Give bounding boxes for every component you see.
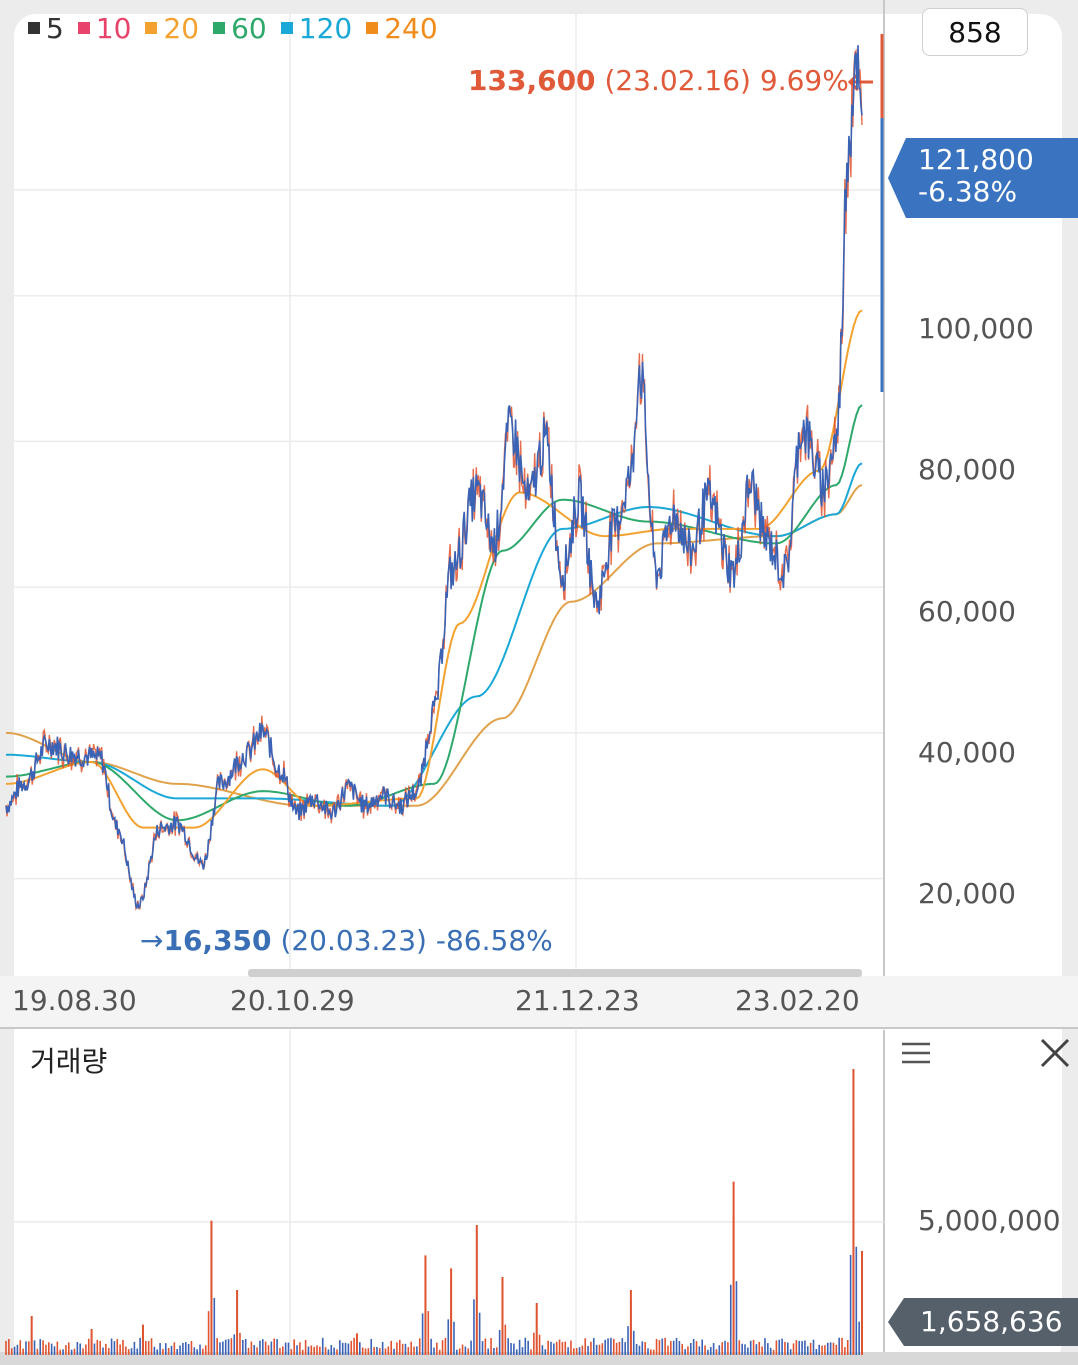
legend-label: 240 xyxy=(384,11,438,45)
ma20-line xyxy=(5,309,863,829)
legend-swatch xyxy=(213,22,226,34)
x-tick-label: 20.10.29 xyxy=(230,984,355,1017)
volume-current-value: 1,658,636 xyxy=(920,1305,1063,1338)
volume-axis-label: 5,000,000 xyxy=(918,1204,1061,1237)
legend-item-ma20[interactable]: 20 xyxy=(145,12,199,45)
legend-item-ma120[interactable]: 120 xyxy=(280,11,353,45)
low-marker-value: 16,350 xyxy=(163,924,272,957)
ma60-line xyxy=(5,404,863,822)
count-badge-value: 858 xyxy=(948,15,1002,49)
volume-current-tag: 1,658,636 xyxy=(888,1298,1078,1346)
x-tick-label: 21.12.23 xyxy=(515,984,640,1017)
legend-item-ma60[interactable]: 60 xyxy=(213,12,267,45)
x-tick-label: 19.08.30 xyxy=(12,984,137,1017)
legend-item-ma240[interactable]: 240 xyxy=(366,11,438,45)
low-marker-date: (20.03.23) xyxy=(280,924,427,957)
high-marker-date: (23.02.16) xyxy=(604,64,751,97)
low-marker-pct: -86.58% xyxy=(435,924,553,957)
current-price-value: 121,800 xyxy=(918,143,1034,176)
x-tick-label: 23.02.20 xyxy=(735,984,860,1017)
high-marker-label: 133,600 (23.02.16) 9.69% xyxy=(468,64,849,97)
price-line-down xyxy=(5,45,863,910)
legend-label: 120 xyxy=(298,11,353,45)
volume-title: 거래량 xyxy=(30,1045,108,1078)
y-tick-label: 40,000 xyxy=(918,736,1016,769)
legend-label: 5 xyxy=(46,11,64,45)
legend-swatch xyxy=(28,22,40,34)
legend-swatch xyxy=(366,22,379,34)
low-marker-label: →16,350 (20.03.23) -86.58% xyxy=(140,924,553,957)
y-tick-label: 60,000 xyxy=(918,595,1016,628)
legend-item-ma5[interactable]: 5 xyxy=(28,12,64,45)
scrollbar-thumb xyxy=(248,969,862,977)
low-marker-arrow: → xyxy=(140,924,164,957)
y-tick-label: 80,000 xyxy=(918,453,1016,486)
count-badge[interactable]: 858 xyxy=(922,8,1028,56)
x-axis-band xyxy=(0,976,1078,1028)
legend-item-ma10[interactable]: 10 xyxy=(77,11,132,45)
y-tick-label: 100,000 xyxy=(918,312,1034,345)
legend-swatch xyxy=(145,22,158,34)
menu-icon[interactable] xyxy=(902,1042,930,1064)
legend-swatch xyxy=(77,22,90,34)
legend-swatch xyxy=(280,22,293,34)
bottom-scrollbar xyxy=(0,1352,1078,1365)
current-price-change: -6.38% xyxy=(918,175,1018,208)
ma-legend[interactable]: 5 10 20 60 120 240 xyxy=(28,8,438,48)
legend-label: 60 xyxy=(231,11,267,45)
high-marker-pct: 9.69% xyxy=(759,64,849,97)
close-icon[interactable] xyxy=(1040,1038,1070,1068)
ma240-line xyxy=(5,484,863,807)
legend-label: 20 xyxy=(163,11,200,45)
legend-label: 10 xyxy=(95,11,132,45)
high-marker-value: 133,600 xyxy=(468,64,596,97)
current-price-tag: 121,800 -6.38% xyxy=(888,138,1078,218)
y-tick-label: 20,000 xyxy=(918,877,1016,910)
